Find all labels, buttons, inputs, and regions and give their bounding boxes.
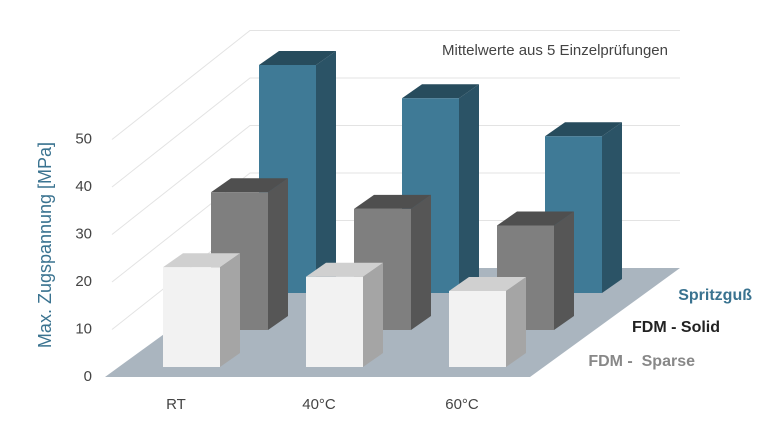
y-tick-label: 20: [75, 273, 92, 290]
y-tick-label: 10: [75, 320, 92, 337]
bar-top: [354, 194, 431, 209]
bar-side: [554, 211, 574, 330]
bar-side: [363, 262, 383, 367]
bar-side: [316, 51, 336, 293]
legend-label: FDM - Sparse: [588, 353, 695, 370]
grid-line: [111, 77, 680, 188]
bar-front: [449, 291, 506, 367]
bar: [163, 253, 240, 367]
bar-side: [506, 277, 526, 367]
annotation: Mittelwerte aus 5 Einzelprüfungen: [442, 42, 668, 59]
bar-front: [306, 276, 363, 367]
bar-top: [211, 178, 288, 193]
grid-line: [111, 125, 680, 235]
bar-top: [259, 51, 336, 65]
grid-line: [111, 172, 680, 283]
y-axis-title: Max. Zugspannung [MPa]: [35, 142, 55, 348]
bar-side: [459, 84, 479, 293]
bar-top: [449, 277, 526, 291]
legend-label: FDM - Solid: [632, 319, 720, 336]
bar-top: [402, 84, 479, 99]
y-tick-label: 30: [75, 225, 92, 242]
bar-top: [497, 211, 574, 226]
bar: [306, 262, 383, 367]
grid-line: [111, 30, 680, 140]
bar-side: [268, 178, 288, 330]
bar: [449, 277, 526, 367]
y-tick-label: 0: [84, 368, 92, 385]
bar-side: [220, 253, 240, 367]
x-tick-label: RT: [166, 396, 186, 413]
bar-front: [163, 267, 220, 367]
y-tick-label: 50: [75, 130, 92, 147]
bar-top: [163, 253, 240, 268]
bar-top: [545, 122, 622, 137]
bar-side: [602, 122, 622, 293]
bar-top: [306, 262, 383, 277]
x-tick-label: 40°C: [302, 396, 336, 413]
x-tick-label: 60°C: [445, 396, 479, 413]
bar-side: [411, 194, 431, 330]
y-tick-label: 40: [75, 178, 92, 195]
legend-label: Spritzguß: [678, 287, 752, 304]
